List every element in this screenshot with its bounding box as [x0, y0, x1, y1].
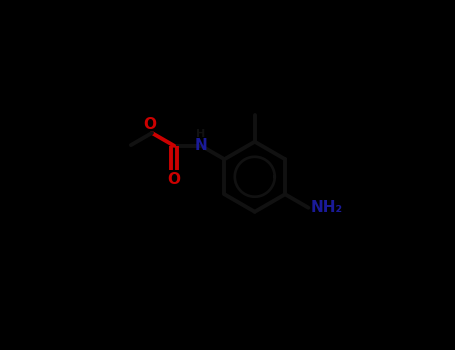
Text: O: O — [167, 172, 181, 187]
Text: N: N — [195, 138, 207, 153]
Text: H: H — [197, 129, 206, 139]
Text: O: O — [143, 117, 156, 132]
Text: NH₂: NH₂ — [311, 200, 343, 215]
